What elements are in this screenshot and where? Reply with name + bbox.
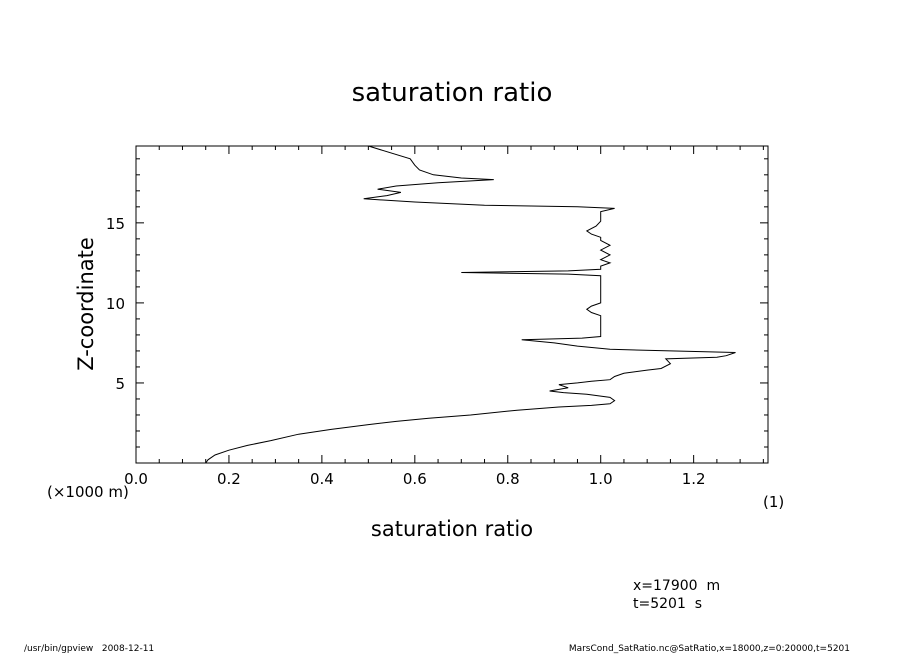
axis-ticks: [135, 146, 768, 463]
x-axis-unit: (1): [763, 493, 784, 511]
position-t-annotation: t=5201 s: [633, 596, 702, 612]
x-tick-label: 1.0: [589, 470, 613, 488]
y-axis-label: Z-coordinate: [74, 237, 98, 371]
x-axis-label: saturation ratio: [371, 517, 533, 541]
chart-title: saturation ratio: [352, 78, 553, 108]
x-tick-label: 0.8: [496, 470, 520, 488]
saturation-ratio-line: [205, 145, 736, 464]
position-x-annotation: x=17900 m: [633, 578, 720, 594]
y-tick-label: 10: [106, 295, 125, 313]
y-tick-labels: 5 10 15: [106, 215, 125, 393]
x-tick-labels: 0.0 0.2 0.4 0.6 0.8 1.0 1.2: [124, 470, 706, 488]
x-tick-label: 0.4: [310, 470, 334, 488]
x-tick-label: 1.2: [682, 470, 706, 488]
x-tick-label: 0.0: [124, 470, 148, 488]
y-tick-label: 5: [115, 375, 125, 393]
x-tick-label: 0.2: [217, 470, 241, 488]
plot-frame: [135, 145, 769, 464]
footer-source: MarsCond_SatRatio.nc@SatRatio,x=18000,z=…: [569, 644, 850, 654]
footer-command: /usr/bin/gpview 2008-12-11: [24, 644, 154, 654]
y-tick-label: 15: [106, 215, 125, 233]
x-tick-label: 0.6: [403, 470, 427, 488]
y-axis-unit: (×1000 m): [47, 483, 129, 501]
